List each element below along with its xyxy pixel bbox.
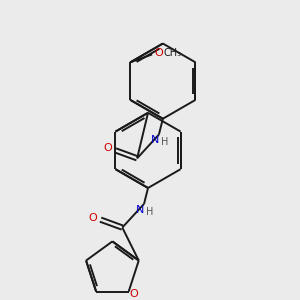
Text: O: O — [129, 290, 138, 299]
Text: N: N — [136, 205, 144, 215]
Text: N: N — [151, 136, 159, 146]
Text: CH₃: CH₃ — [164, 48, 182, 59]
Text: O: O — [103, 143, 112, 153]
Text: H: H — [161, 137, 169, 148]
Text: H: H — [146, 207, 154, 217]
Text: O: O — [88, 213, 97, 223]
Text: O: O — [154, 48, 163, 59]
